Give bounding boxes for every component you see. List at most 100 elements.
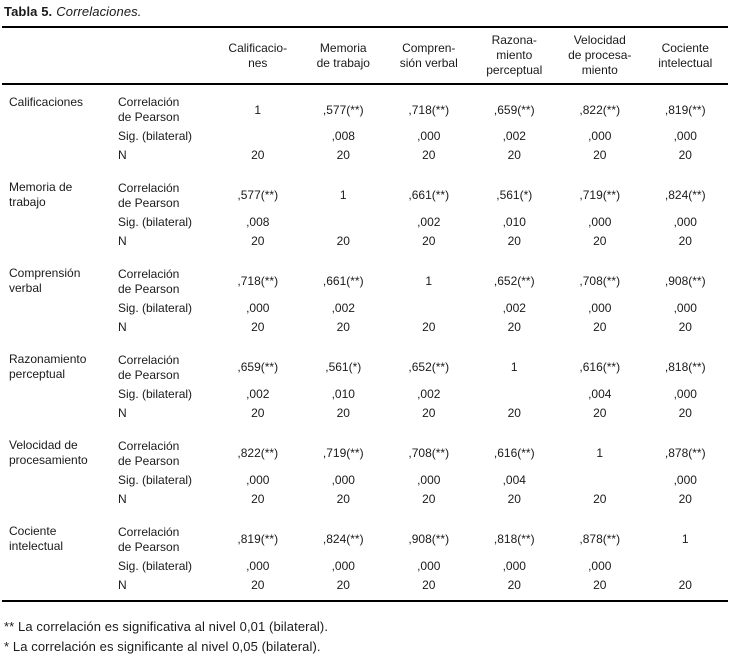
sig-cell: ,002	[246, 387, 270, 401]
n-cell: 20	[678, 492, 692, 506]
table-number: Tabla 5.	[4, 4, 53, 19]
sig-cell: ,004	[588, 387, 612, 401]
corr-cell: ,659(**)	[493, 102, 535, 117]
n-row: N 20 20 20 20 20 20	[2, 578, 728, 601]
row-group-label: Velocidad de procesamiento	[9, 438, 88, 467]
n-cell: 20	[251, 578, 265, 592]
col-header-memoria: Memoria de trabajo	[300, 27, 386, 85]
sig-cell: ,000	[673, 387, 697, 401]
n-row: N 20 20 20 20 20 20	[2, 406, 728, 428]
n-cell: 20	[336, 492, 350, 506]
n-cell: 20	[678, 578, 692, 592]
n-row: N 20 20 20 20 20 20	[2, 320, 728, 342]
corr-cell: 1	[339, 188, 347, 202]
col-header-razonamiento: Razona- miento perceptual	[471, 27, 557, 85]
stat-label-sig: Sig. (bilateral)	[118, 473, 193, 487]
col-header-comprension: Compren- sión verbal	[386, 27, 472, 85]
row-group-label: Razonamiento perceptual	[9, 352, 87, 381]
correlations-table: Calificacio- nes Memoria de trabajo Comp…	[2, 26, 728, 602]
sig-cell: ,002	[502, 301, 526, 315]
corr-cell: ,822(**)	[579, 102, 621, 117]
n-cell: 20	[593, 234, 607, 248]
corr-cell: ,819(**)	[237, 532, 279, 546]
corr-cell: 1	[681, 532, 689, 546]
pearson-row: Calificaciones Correlación de Pearson 1 …	[2, 84, 728, 125]
n-cell: 20	[593, 578, 607, 592]
n-cell: 20	[507, 234, 521, 248]
corr-cell: ,818(**)	[664, 360, 706, 374]
table-title: Tabla 5. Correlaciones.	[4, 4, 728, 20]
sig-cell	[301, 211, 387, 234]
sig-cell: ,000	[246, 301, 270, 315]
n-cell: 20	[593, 148, 607, 162]
n-cell: 20	[507, 148, 521, 162]
n-cell: 20	[678, 406, 692, 420]
corr-cell: ,908(**)	[664, 274, 706, 288]
corr-cell: ,659(**)	[237, 360, 279, 374]
corr-cell: ,819(**)	[664, 102, 706, 117]
corr-cell: ,577(**)	[237, 188, 279, 202]
n-cell: 20	[422, 148, 436, 162]
corner-cell-statlabel	[116, 27, 215, 85]
n-cell: 20	[593, 492, 607, 506]
footnote-001: ** La correlación es significativa al ni…	[4, 619, 329, 634]
sig-cell: ,002	[331, 301, 355, 315]
pearson-row: Memoria de trabajo Correlación de Pearso…	[2, 170, 728, 211]
corr-cell: ,616(**)	[579, 360, 621, 374]
sig-cell: ,000	[417, 473, 441, 487]
stat-label-pearson: Correlación de Pearson	[118, 524, 180, 554]
corr-cell: ,561(*)	[325, 360, 362, 374]
corr-cell: 1	[425, 274, 433, 288]
n-cell: 20	[422, 234, 436, 248]
sig-cell: ,010	[502, 215, 526, 229]
sig-cell	[557, 469, 643, 492]
corr-cell: ,878(**)	[579, 532, 621, 546]
sig-cell	[472, 383, 558, 406]
sig-cell: ,000	[673, 129, 697, 143]
sig-cell	[386, 297, 472, 320]
sig-row: Sig. (bilateral) ,000 ,000 ,000 ,004 ,00…	[2, 469, 728, 492]
n-cell: 20	[251, 234, 265, 248]
sig-row: Sig. (bilateral) ,008 ,002 ,010 ,000 ,00…	[2, 211, 728, 234]
corr-cell: ,661(**)	[322, 274, 364, 288]
table-caption: Correlaciones.	[56, 4, 142, 19]
corr-cell: ,652(**)	[493, 274, 535, 288]
n-cell: 20	[678, 320, 692, 334]
row-group-label: Cociente intelectual	[9, 524, 64, 553]
row-group-label: Comprensión verbal	[9, 266, 81, 295]
pearson-row: Velocidad de procesamiento Correlación d…	[2, 428, 728, 469]
stat-label-n: N	[118, 406, 127, 420]
corr-cell: 1	[596, 446, 604, 460]
n-cell: 20	[678, 148, 692, 162]
stat-label-pearson: Correlación de Pearson	[118, 180, 180, 210]
stat-label-n: N	[118, 234, 127, 248]
corr-cell: ,577(**)	[322, 102, 364, 117]
footnotes: ** La correlación es significativa al ni…	[4, 617, 728, 657]
row-group-label: Calificaciones	[9, 95, 84, 109]
corr-cell: ,718(**)	[237, 274, 279, 288]
sig-cell: ,010	[331, 387, 355, 401]
col-header-calificaciones: Calificacio- nes	[215, 27, 301, 85]
n-cell: 20	[507, 578, 521, 592]
sig-cell: ,000	[588, 215, 612, 229]
stat-label-pearson: Correlación de Pearson	[118, 352, 180, 382]
sig-cell: ,000	[417, 129, 441, 143]
corr-cell: ,822(**)	[237, 446, 279, 460]
corr-cell: ,824(**)	[664, 188, 706, 202]
n-cell: 20	[251, 320, 265, 334]
n-cell: 20	[593, 406, 607, 420]
sig-row: Sig. (bilateral) ,008 ,000 ,002 ,000 ,00…	[2, 125, 728, 148]
corr-cell: ,719(**)	[579, 188, 621, 202]
n-row: N 20 20 20 20 20 20	[2, 148, 728, 170]
corr-cell: ,708(**)	[408, 446, 450, 460]
pearson-row: Cociente intelectual Correlación de Pear…	[2, 514, 728, 555]
sig-cell: ,000	[246, 473, 270, 487]
sig-cell: ,000	[673, 301, 697, 315]
col-header-velocidad: Velocidad de procesa- miento	[557, 27, 643, 85]
corr-cell: 1	[510, 360, 518, 374]
sig-cell: ,000	[331, 473, 355, 487]
footnote-005: * La correlación es significante al nive…	[4, 639, 321, 654]
corr-cell: ,878(**)	[664, 446, 706, 460]
corr-cell: ,824(**)	[322, 532, 364, 546]
